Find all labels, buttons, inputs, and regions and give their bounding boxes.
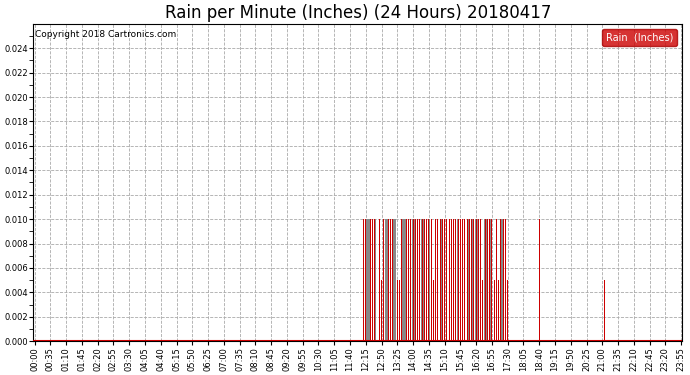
Title: Rain per Minute (Inches) (24 Hours) 20180417: Rain per Minute (Inches) (24 Hours) 2018…	[165, 4, 551, 22]
Bar	[464, 219, 465, 341]
Bar	[498, 280, 499, 341]
Bar	[417, 219, 418, 341]
Bar	[365, 219, 366, 341]
Bar	[457, 219, 459, 341]
Bar	[489, 219, 490, 341]
Bar	[446, 219, 447, 341]
Bar	[363, 219, 364, 341]
Bar	[379, 219, 380, 341]
Bar	[350, 280, 351, 341]
Bar	[471, 219, 473, 341]
Bar	[370, 219, 371, 341]
Bar	[448, 219, 450, 341]
Bar	[500, 219, 502, 341]
Bar	[504, 219, 506, 341]
Bar	[462, 219, 463, 341]
Bar	[381, 280, 382, 341]
Bar	[539, 219, 540, 341]
Bar	[473, 219, 474, 341]
Bar	[372, 219, 373, 341]
Bar	[406, 219, 407, 341]
Bar	[444, 219, 446, 341]
Bar	[442, 219, 443, 341]
Bar	[428, 219, 430, 341]
Bar	[460, 219, 461, 341]
Bar	[442, 219, 443, 341]
Text: Copyright 2018 Cartronics.com: Copyright 2018 Cartronics.com	[34, 30, 176, 39]
Bar	[426, 219, 427, 341]
Bar	[401, 219, 403, 341]
Bar	[455, 219, 456, 341]
Bar	[469, 219, 470, 341]
Bar	[367, 219, 369, 341]
Bar	[408, 219, 409, 341]
Bar	[496, 219, 497, 341]
Bar	[415, 219, 416, 341]
Bar	[403, 219, 405, 341]
Bar	[477, 219, 480, 341]
Bar	[491, 219, 493, 341]
Bar	[469, 219, 471, 341]
Bar	[475, 219, 477, 341]
Bar	[495, 219, 497, 341]
Bar	[421, 219, 423, 341]
Bar	[489, 219, 491, 341]
Bar	[387, 219, 389, 341]
Bar	[412, 219, 414, 341]
Bar	[392, 219, 394, 341]
Bar	[507, 280, 508, 341]
Bar	[433, 280, 434, 341]
Bar	[478, 219, 479, 341]
Bar	[390, 219, 391, 341]
Bar	[444, 219, 445, 341]
Bar	[424, 219, 425, 341]
Bar	[453, 219, 454, 341]
Bar	[369, 219, 371, 341]
Bar	[475, 219, 477, 341]
Bar	[487, 219, 488, 341]
Bar	[451, 219, 452, 341]
Bar	[437, 219, 438, 341]
Bar	[426, 219, 428, 341]
Bar	[417, 219, 418, 341]
Bar	[365, 219, 366, 341]
Bar	[494, 280, 495, 341]
Bar	[372, 219, 373, 341]
Bar	[428, 219, 429, 341]
Bar	[484, 219, 486, 341]
Bar	[503, 219, 504, 341]
Bar	[435, 219, 436, 341]
Bar	[415, 219, 416, 341]
Bar	[484, 219, 486, 341]
Bar	[394, 219, 396, 341]
Bar	[480, 219, 481, 341]
Bar	[457, 219, 459, 341]
Bar	[424, 219, 425, 341]
Bar	[482, 280, 483, 341]
Legend: Rain  (Inches): Rain (Inches)	[602, 28, 678, 46]
Bar	[500, 219, 502, 341]
Bar	[363, 219, 364, 341]
Bar	[390, 219, 391, 341]
Bar	[399, 280, 400, 341]
Bar	[466, 219, 468, 341]
Bar	[385, 219, 387, 341]
Bar	[604, 280, 605, 341]
Bar	[471, 219, 472, 341]
Bar	[374, 219, 375, 341]
Bar	[374, 219, 375, 341]
Bar	[505, 219, 506, 341]
Bar	[486, 219, 489, 341]
Bar	[502, 219, 504, 341]
